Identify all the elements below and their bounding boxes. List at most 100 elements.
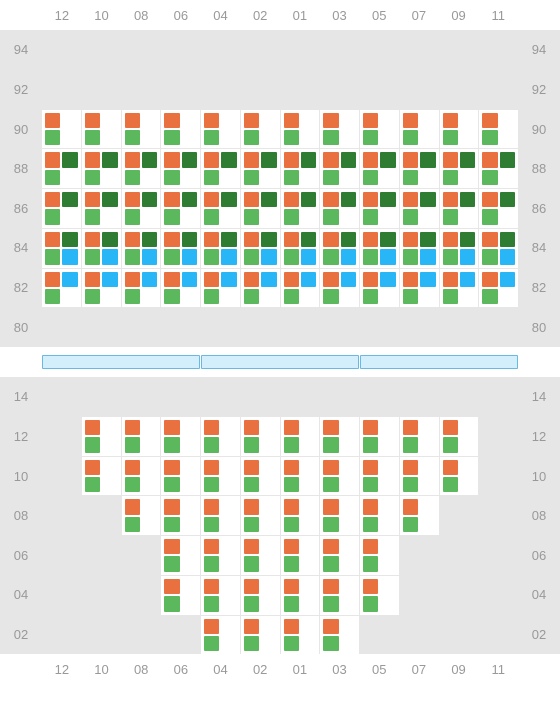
slot-cell[interactable] [440, 149, 479, 188]
slot-cell[interactable] [82, 110, 121, 149]
slot-cell[interactable] [440, 229, 479, 268]
slot-cell[interactable] [479, 269, 518, 308]
slot-cell[interactable] [400, 496, 439, 535]
slot-cell[interactable] [82, 229, 121, 268]
slot-cell[interactable] [281, 229, 320, 268]
slot-cell[interactable] [42, 149, 81, 188]
slot-cell[interactable] [82, 417, 121, 456]
slot-cell[interactable] [281, 110, 320, 149]
slot-cell[interactable] [201, 496, 240, 535]
slot-cell[interactable] [440, 457, 479, 496]
slot-cell[interactable] [241, 576, 280, 615]
slot-cell[interactable] [400, 269, 439, 308]
slot-cell[interactable] [360, 269, 399, 308]
slot-cell[interactable] [320, 496, 359, 535]
slot-cell[interactable] [122, 149, 161, 188]
slot-cell[interactable] [201, 536, 240, 575]
slot-cell[interactable] [122, 189, 161, 228]
slot-cell[interactable] [440, 110, 479, 149]
slot-cell[interactable] [479, 149, 518, 188]
slot-cell[interactable] [161, 269, 200, 308]
slot-cell[interactable] [400, 417, 439, 456]
slot-cell[interactable] [320, 417, 359, 456]
slot-cell[interactable] [479, 189, 518, 228]
slot-cell[interactable] [360, 110, 399, 149]
slot-cell[interactable] [201, 457, 240, 496]
slot-cell[interactable] [360, 457, 399, 496]
slot-cell[interactable] [281, 576, 320, 615]
slot-cell[interactable] [360, 576, 399, 615]
slot-cell[interactable] [320, 576, 359, 615]
slot-cell[interactable] [320, 457, 359, 496]
slot-cell[interactable] [241, 149, 280, 188]
slot-cell[interactable] [320, 189, 359, 228]
slot-cell[interactable] [82, 149, 121, 188]
slot-cell[interactable] [201, 417, 240, 456]
slot-cell[interactable] [400, 229, 439, 268]
slot-cell[interactable] [161, 417, 200, 456]
slot-cell[interactable] [161, 110, 200, 149]
slot-cell[interactable] [241, 189, 280, 228]
slot-cell[interactable] [241, 110, 280, 149]
slot-cell[interactable] [400, 189, 439, 228]
slot-cell[interactable] [479, 229, 518, 268]
slot-cell[interactable] [122, 269, 161, 308]
slot-cell[interactable] [320, 149, 359, 188]
slot-cell[interactable] [201, 149, 240, 188]
slot-cell[interactable] [201, 110, 240, 149]
slot-cell[interactable] [241, 536, 280, 575]
slot-cell[interactable] [360, 417, 399, 456]
slot-cell[interactable] [42, 229, 81, 268]
slot-cell[interactable] [161, 149, 200, 188]
slot-cell[interactable] [400, 149, 439, 188]
slot-cell[interactable] [201, 229, 240, 268]
slot-cell[interactable] [281, 616, 320, 655]
slot-cell[interactable] [82, 269, 121, 308]
slot-cell[interactable] [122, 110, 161, 149]
slot-cell[interactable] [161, 189, 200, 228]
slot-cell[interactable] [320, 269, 359, 308]
slot-cell[interactable] [281, 189, 320, 228]
slot-cell[interactable] [241, 417, 280, 456]
slot-cell[interactable] [201, 616, 240, 655]
slot-cell[interactable] [241, 269, 280, 308]
slot-cell[interactable] [320, 110, 359, 149]
slot-cell[interactable] [241, 457, 280, 496]
slot-cell[interactable] [360, 536, 399, 575]
slot-cell[interactable] [241, 496, 280, 535]
slot-cell[interactable] [241, 616, 280, 655]
slot-cell[interactable] [320, 616, 359, 655]
slot-cell[interactable] [201, 269, 240, 308]
slot-cell[interactable] [440, 417, 479, 456]
slot-cell[interactable] [400, 457, 439, 496]
slot-cell[interactable] [201, 576, 240, 615]
slot-cell[interactable] [161, 576, 200, 615]
slot-cell[interactable] [122, 229, 161, 268]
slot-cell[interactable] [479, 110, 518, 149]
slot-cell[interactable] [360, 229, 399, 268]
slot-cell[interactable] [42, 189, 81, 228]
slot-cell[interactable] [320, 229, 359, 268]
slot-cell[interactable] [161, 496, 200, 535]
slot-cell[interactable] [241, 229, 280, 268]
slot-cell[interactable] [201, 189, 240, 228]
slot-cell[interactable] [360, 189, 399, 228]
slot-cell[interactable] [320, 536, 359, 575]
slot-cell[interactable] [161, 536, 200, 575]
slot-cell[interactable] [42, 269, 81, 308]
slot-cell[interactable] [122, 496, 161, 535]
slot-cell[interactable] [360, 496, 399, 535]
slot-cell[interactable] [122, 457, 161, 496]
slot-cell[interactable] [82, 189, 121, 228]
slot-cell[interactable] [281, 496, 320, 535]
slot-cell[interactable] [400, 110, 439, 149]
slot-cell[interactable] [440, 189, 479, 228]
slot-cell[interactable] [82, 457, 121, 496]
slot-cell[interactable] [161, 457, 200, 496]
slot-cell[interactable] [281, 536, 320, 575]
slot-cell[interactable] [281, 269, 320, 308]
slot-cell[interactable] [281, 417, 320, 456]
slot-cell[interactable] [440, 269, 479, 308]
slot-cell[interactable] [281, 149, 320, 188]
slot-cell[interactable] [360, 149, 399, 188]
